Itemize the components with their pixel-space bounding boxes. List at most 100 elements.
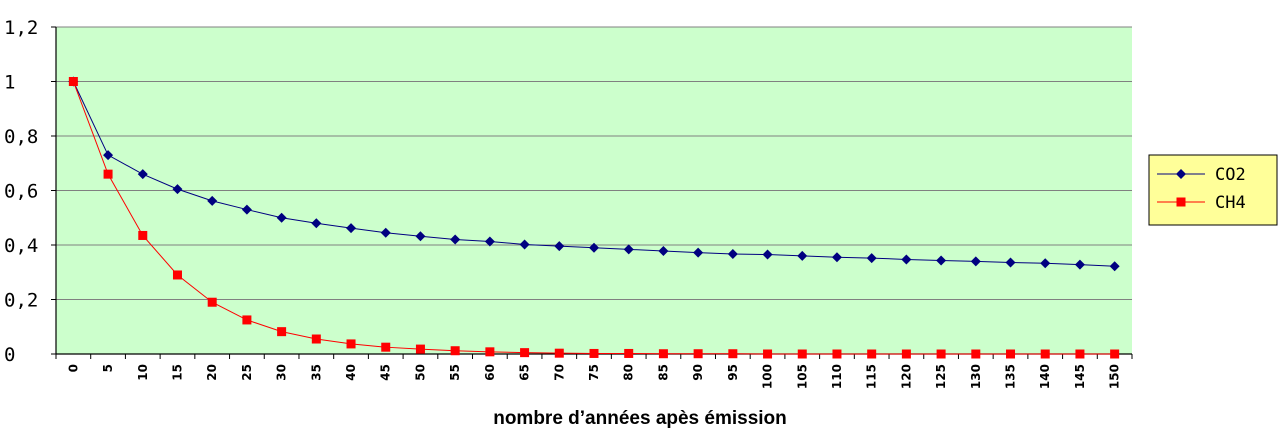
marker-ch4: [242, 315, 252, 325]
x-tick-label: 10: [136, 364, 150, 381]
legend-marker-ch4: [1176, 197, 1186, 207]
marker-co2: [1109, 261, 1120, 272]
marker-co2: [380, 227, 391, 238]
x-tick-label: 135: [1004, 364, 1018, 389]
legend-box: [1148, 154, 1278, 226]
x-tick-label: 80: [622, 364, 636, 381]
legend-marker-co2: [1176, 169, 1186, 179]
marker-ch4: [971, 349, 981, 359]
marker-co2: [762, 249, 773, 260]
marker-co2: [415, 231, 426, 242]
marker-ch4: [1110, 349, 1120, 359]
marker-co2: [172, 184, 183, 195]
marker-co2: [970, 256, 981, 267]
x-tick-label: 15: [170, 364, 184, 381]
marker-co2: [901, 254, 912, 265]
marker-ch4: [901, 349, 911, 359]
marker-co2: [137, 169, 148, 180]
marker-ch4: [311, 334, 321, 344]
y-axis-ticks: 0 0,2 0,4 0,6 0,8 1 1,2: [4, 17, 56, 366]
x-tick-label: 25: [240, 364, 254, 381]
marker-co2: [450, 234, 461, 245]
y-tick-label: 0,4: [4, 235, 38, 257]
marker-co2: [1074, 259, 1085, 270]
marker-co2: [693, 247, 704, 258]
marker-co2: [276, 212, 287, 223]
x-tick-label: 120: [899, 364, 913, 389]
marker-ch4: [520, 348, 530, 358]
marker-co2: [519, 239, 530, 250]
x-tick-label: 45: [379, 364, 393, 381]
marker-co2: [1040, 258, 1051, 269]
marker-ch4: [1006, 349, 1016, 359]
marker-co2: [311, 218, 322, 229]
x-tick-label: 55: [448, 364, 462, 381]
x-tick-label: 40: [344, 364, 358, 381]
x-tick-label: 50: [413, 364, 427, 381]
marker-co2: [623, 244, 634, 255]
marker-co2: [554, 241, 565, 252]
marker-ch4: [693, 349, 703, 359]
marker-ch4: [763, 349, 773, 359]
marker-ch4: [624, 348, 634, 358]
x-tick-label: 150: [1108, 364, 1122, 389]
marker-ch4: [450, 346, 460, 356]
x-tick-label: 145: [1073, 364, 1087, 389]
y-tick-label: 0,6: [4, 181, 38, 203]
x-tick-label: 100: [761, 364, 775, 389]
marker-co2: [866, 253, 877, 264]
marker-ch4: [832, 349, 842, 359]
y-tick-label: 0,2: [4, 290, 38, 312]
marker-ch4: [68, 77, 78, 86]
x-tick-label: 115: [865, 364, 879, 389]
marker-co2: [589, 242, 599, 253]
x-tick-label: 65: [518, 364, 532, 381]
y-tick-label: 1,2: [4, 17, 38, 39]
marker-ch4: [867, 349, 877, 359]
marker-co2: [936, 255, 947, 266]
x-tick-label: 105: [795, 364, 809, 389]
marker-co2: [484, 236, 495, 247]
x-tick-label: 5: [101, 364, 115, 372]
x-tick-label: 90: [691, 364, 705, 381]
marker-co2: [1005, 257, 1016, 268]
marker-ch4: [1040, 349, 1050, 359]
x-tick-label: 70: [552, 364, 566, 381]
x-tick-label: 130: [969, 364, 983, 389]
series-markers: [68, 76, 1120, 359]
marker-ch4: [415, 344, 425, 354]
marker-ch4: [207, 297, 217, 307]
x-axis-ticks: 0 5 10 15 20 25 30 35 40 45 50 55 60 65 70 75 80 85 90 95 10…: [55, 354, 1133, 389]
legend-label-ch4: CH4: [1215, 193, 1246, 213]
marker-ch4: [485, 347, 495, 357]
marker-ch4: [172, 270, 182, 280]
marker-ch4: [589, 348, 599, 358]
marker-ch4: [936, 349, 946, 359]
x-tick-label: 20: [205, 364, 219, 381]
x-tick-label: 110: [830, 364, 844, 389]
y-tick-label: 0,8: [4, 126, 38, 148]
marker-ch4: [554, 348, 564, 358]
x-axis-label: nombre d’années apès émission: [493, 408, 787, 429]
marker-ch4: [797, 349, 807, 359]
marker-ch4: [346, 339, 356, 349]
marker-ch4: [658, 349, 668, 359]
marker-ch4: [381, 342, 391, 352]
marker-ch4: [728, 349, 738, 359]
legend-label-co2: CO2: [1215, 165, 1246, 185]
x-tick-label: 125: [934, 364, 948, 389]
x-tick-label: 140: [1038, 364, 1052, 389]
x-tick-label: 35: [309, 364, 323, 381]
marker-co2: [831, 252, 842, 263]
marker-ch4: [1075, 349, 1085, 359]
marker-co2: [727, 248, 738, 259]
marker-co2: [103, 150, 114, 161]
marker-co2: [241, 204, 252, 215]
marker-co2: [207, 195, 218, 206]
marker-ch4: [103, 169, 113, 179]
marker-ch4: [138, 230, 148, 240]
x-tick-label: 95: [726, 364, 740, 381]
x-tick-label: 30: [275, 364, 289, 381]
